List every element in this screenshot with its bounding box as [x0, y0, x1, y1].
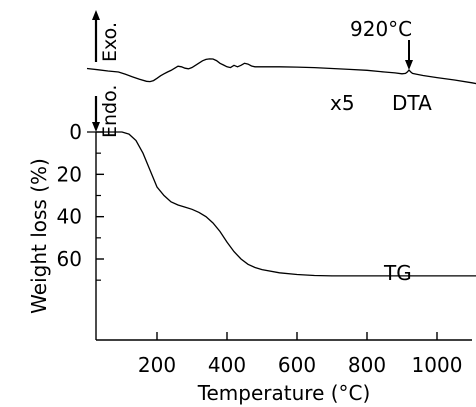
x-tick-label: 800 — [348, 353, 386, 377]
tg-series-line — [87, 131, 476, 277]
x-tick-label: 400 — [208, 353, 246, 377]
exo-arrow-icon — [92, 10, 100, 20]
x-ticks: 200 400 600 800 1000 — [138, 332, 463, 377]
y-ticks: 0 20 40 60 — [57, 120, 104, 281]
dta-series-label: DTA — [392, 91, 432, 115]
dta-multiplier-label: x5 — [330, 91, 355, 115]
dta-peak-label: 920°C — [350, 17, 412, 41]
y-tick-label: 40 — [57, 205, 82, 229]
y-axis-label: Weight loss (%) — [27, 158, 51, 314]
endo-arrow-icon — [92, 122, 100, 132]
tg-panel: 0 20 40 60 200 400 600 800 1000 TG Weight loss … — [27, 120, 476, 405]
x-tick-label: 1000 — [412, 353, 463, 377]
x-tick-label: 200 — [138, 353, 176, 377]
x-tick-label: 600 — [278, 353, 316, 377]
x-axis-label: Temperature (°C) — [197, 381, 371, 405]
dta-panel: Exo. Endo. 920°C x5 DTA — [86, 10, 476, 138]
tg-series-label: TG — [383, 261, 412, 285]
y-tick-label: 0 — [69, 120, 82, 144]
endo-label: Endo. — [99, 85, 121, 138]
peak-arrow-icon — [405, 60, 413, 70]
y-tick-label: 60 — [57, 247, 82, 271]
y-tick-label: 20 — [57, 162, 82, 186]
dta-series-line — [86, 58, 476, 85]
exo-label: Exo. — [99, 22, 121, 62]
